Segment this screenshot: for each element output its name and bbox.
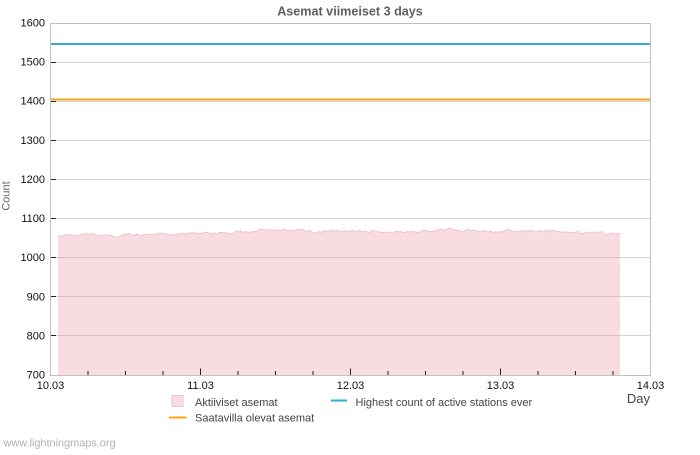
svg-text:Day: Day [627, 391, 651, 406]
svg-text:Highest count of active statio: Highest count of active stations ever [356, 397, 533, 409]
svg-text:1600: 1600 [21, 18, 45, 30]
svg-text:13.03: 13.03 [487, 380, 515, 392]
svg-text:10.03: 10.03 [37, 380, 65, 392]
svg-text:900: 900 [27, 291, 45, 303]
svg-text:1300: 1300 [21, 135, 45, 147]
svg-text:1100: 1100 [21, 213, 45, 225]
svg-text:1500: 1500 [21, 57, 45, 69]
svg-text:1000: 1000 [21, 252, 45, 264]
svg-text:Aktiiviset asemat: Aktiiviset asemat [195, 397, 278, 409]
svg-text:1200: 1200 [21, 174, 45, 186]
svg-text:www.lightningmaps.org: www.lightningmaps.org [3, 438, 116, 450]
svg-text:Saatavilla olevat asemat: Saatavilla olevat asemat [195, 413, 314, 425]
svg-text:1400: 1400 [21, 96, 45, 108]
svg-text:11.03: 11.03 [187, 380, 214, 392]
svg-text:Asemat viimeiset 3 days: Asemat viimeiset 3 days [277, 5, 423, 19]
svg-text:14.03: 14.03 [637, 380, 665, 392]
svg-text:12.03: 12.03 [337, 380, 365, 392]
svg-text:800: 800 [27, 330, 45, 342]
svg-text:Count: Count [1, 181, 13, 210]
svg-text:700: 700 [27, 370, 45, 382]
